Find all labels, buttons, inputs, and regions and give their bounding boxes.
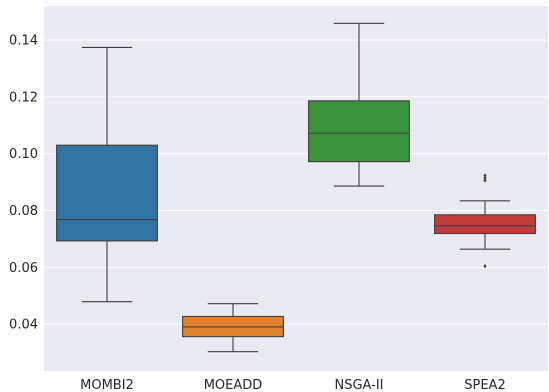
x-tick-label: NSGA-II [334,378,383,392]
y-tick-label: 0.04 [9,318,38,333]
outlier-point [483,178,487,183]
box-mombi2 [56,46,158,303]
y-tick-label: 0.08 [9,204,38,219]
iqr-box [434,214,536,235]
box-nsga-ii [308,22,410,187]
box-moeadd [182,303,284,353]
y-tick-label: 0.06 [9,261,38,276]
outlier-point [483,175,487,181]
x-axis-ticks: MOMBI2 MOEADD NSGA-II SPEA2 [80,378,506,392]
x-tick-label: MOMBI2 [80,378,134,392]
x-tick-label: SPEA2 [464,378,505,392]
outlier-point [483,263,487,269]
box-spea2 [434,173,536,269]
y-tick-label: 0.10 [9,147,38,162]
iqr-box [56,144,158,242]
y-axis-ticks: 0.04 0.06 0.08 0.10 0.12 0.14 [9,34,38,333]
x-tick-label: MOEADD [204,378,263,392]
outlier-point [483,173,487,178]
y-tick-label: 0.14 [9,34,38,49]
iqr-box [308,100,410,163]
y-tick-label: 0.12 [9,90,38,105]
boxes [56,22,536,353]
